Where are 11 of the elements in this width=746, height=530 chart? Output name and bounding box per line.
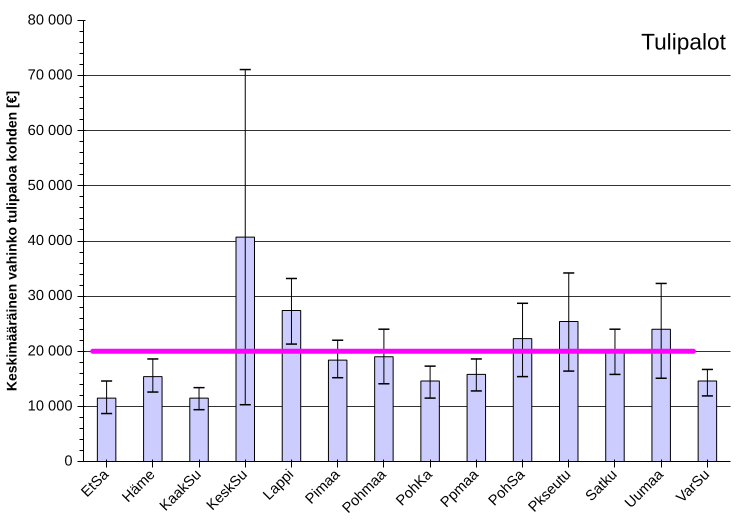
y-tick-label: 80 000 — [28, 12, 72, 28]
y-tick-label: 30 000 — [28, 288, 72, 304]
y-axis-title: Keskimääräinen vahinko tulipaloa kohden [€] — [4, 90, 20, 392]
y-tick-label: 60 000 — [28, 122, 72, 139]
chart-title: Tulipalot — [641, 28, 727, 54]
y-tick-label: 20 000 — [28, 343, 72, 360]
y-tick-label: 0 — [64, 454, 73, 470]
y-tick-label: 50 000 — [28, 178, 72, 194]
y-tick-label: 70 000 — [28, 68, 72, 84]
y-tick-label: 10 000 — [28, 398, 72, 414]
y-tick-label: 40 000 — [28, 233, 72, 249]
